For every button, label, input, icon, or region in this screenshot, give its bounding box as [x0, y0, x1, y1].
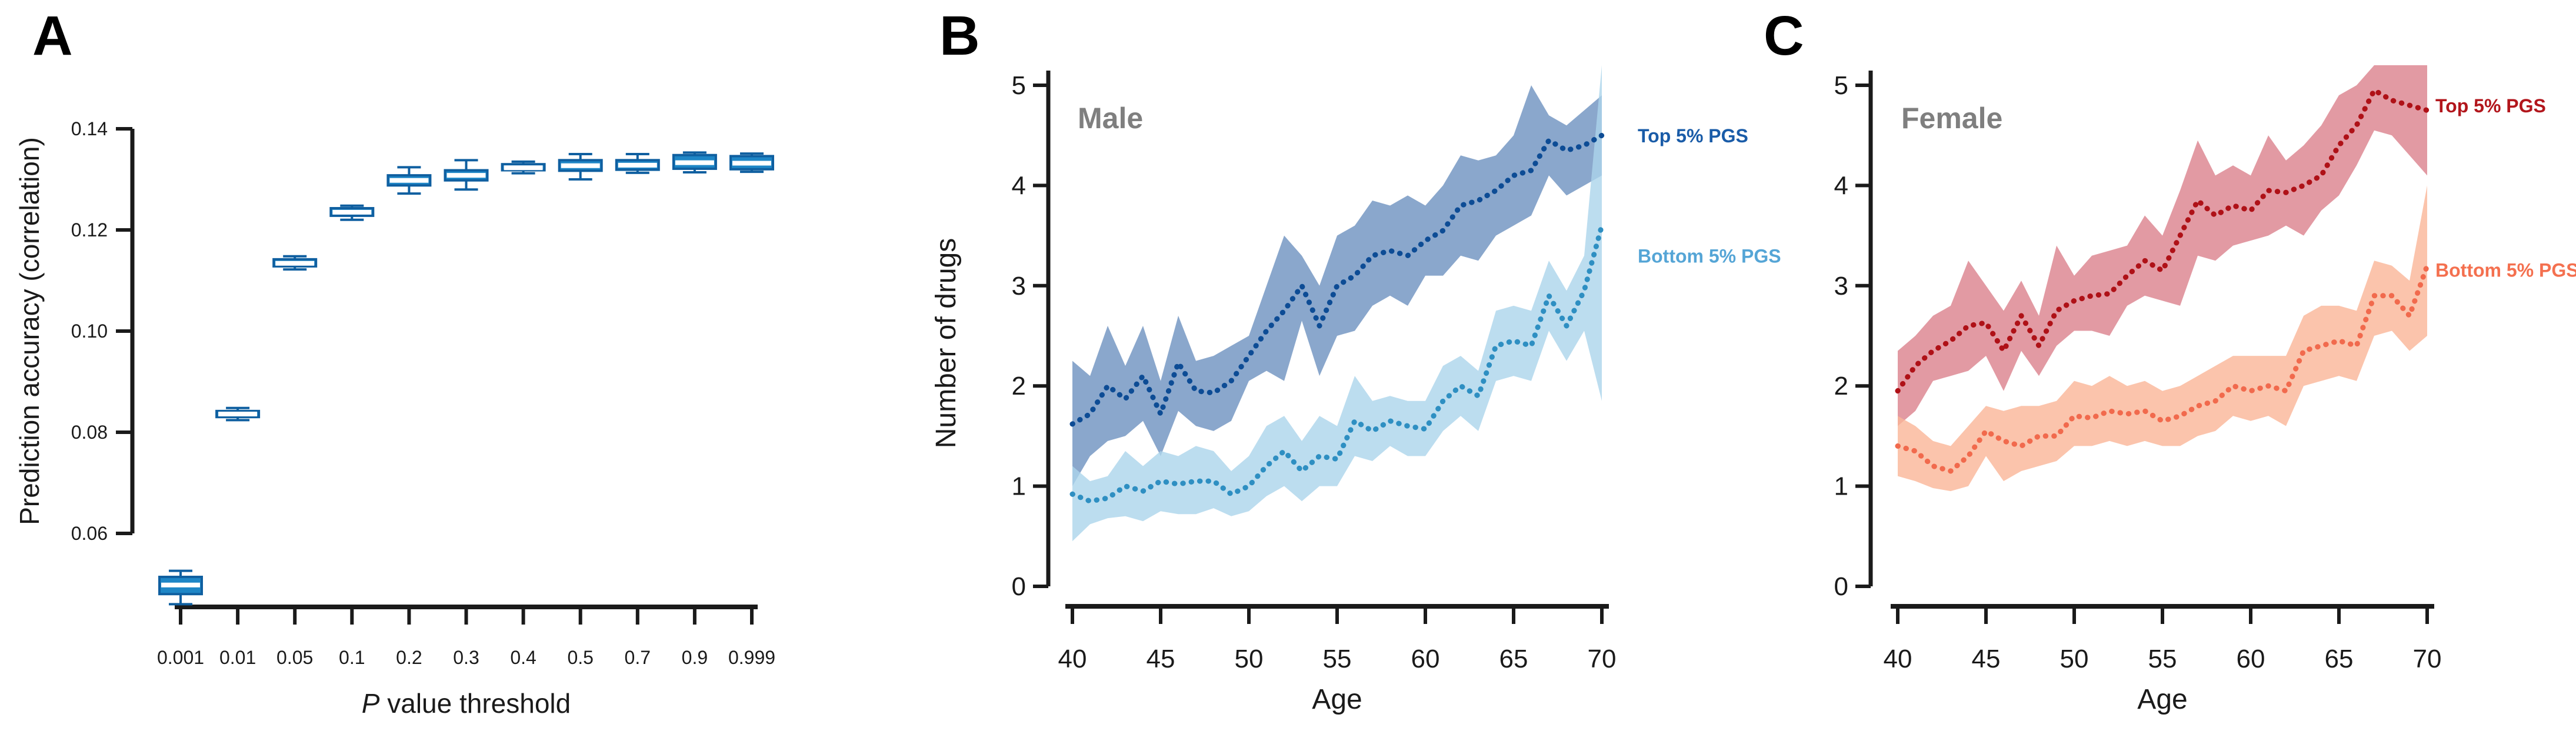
panel-c-letter: C: [1764, 5, 1804, 67]
x-tick-label: 0.4: [510, 647, 536, 668]
box-0.01: [215, 406, 261, 422]
x-tick-label: 0.2: [396, 647, 422, 668]
x-tick-label: 0.01: [219, 647, 256, 668]
y-tick-label: 3: [1012, 272, 1026, 301]
y-tick-label: 4: [1834, 171, 1848, 200]
x-tick-label: 70: [1588, 645, 1617, 673]
x-tick-label: 45: [1972, 645, 2001, 673]
y-tick-label: 0.10: [71, 321, 108, 342]
group-label: Female: [1901, 102, 2002, 135]
legend-label-top-5-pgs: Top 5% PGS: [1638, 125, 1748, 146]
x-tick-label: 0.7: [625, 647, 651, 668]
x-tick-label: 40: [1884, 645, 1912, 673]
y-tick-label: 0.06: [71, 523, 108, 544]
x-tick-label: 0.5: [567, 647, 593, 668]
x-tick-label: 0.999: [728, 647, 775, 668]
box-0.7: [615, 153, 660, 174]
mean-line-top-5-pgs: [1895, 88, 2430, 394]
y-tick-label: 0.08: [71, 422, 108, 443]
x-tick-label: 65: [2325, 645, 2354, 673]
box-0.9: [672, 151, 717, 173]
y-tick-label: 1: [1834, 472, 1848, 501]
y-tick-label: 5: [1834, 71, 1848, 100]
x-axis-title: P value threshold: [362, 688, 571, 719]
y-tick-label: 0.12: [71, 219, 108, 241]
x-tick-label: 55: [2148, 645, 2177, 673]
y-tick-label: 0.14: [71, 118, 108, 139]
box-0.4: [501, 160, 546, 175]
y-tick-label: 5: [1012, 71, 1026, 100]
y-tick-label: 2: [1012, 372, 1026, 400]
confidence-band-top-5-pgs: [1898, 65, 2427, 426]
x-tick-label: 0.1: [339, 647, 365, 668]
y-tick-label: 2: [1834, 372, 1848, 400]
x-axis-title: Age: [2137, 684, 2187, 715]
x-tick-label: 65: [1499, 645, 1528, 673]
x-tick-label: 0.001: [157, 647, 204, 668]
legend-label-bottom-5-pgs: Bottom 5% PGS: [2435, 260, 2576, 281]
x-tick-label: 60: [1411, 645, 1440, 673]
confidence-band-bottom-5-pgs: [1072, 65, 1602, 542]
box-0.1: [329, 204, 375, 221]
box-0.2: [386, 166, 432, 195]
x-tick-label: 50: [1235, 645, 1264, 673]
x-tick-label: 0.05: [276, 647, 313, 668]
box-0.5: [558, 153, 603, 181]
mean-line-bottom-5-pgs: [1069, 223, 1605, 504]
mean-line-top-5-pgs: [1069, 132, 1605, 427]
x-tick-label: 40: [1058, 645, 1087, 673]
x-tick-label: 55: [1323, 645, 1352, 673]
legend-label-bottom-5-pgs: Bottom 5% PGS: [1638, 246, 1781, 267]
box-0.999: [729, 152, 774, 173]
y-tick-label: 4: [1012, 171, 1026, 200]
x-tick-label: 70: [2413, 645, 2442, 673]
x-tick-label: 0.9: [682, 647, 708, 668]
y-axis-title: Prediction accuracy (correlation): [14, 137, 45, 525]
panel-b-letter: B: [939, 5, 980, 67]
box-0.3: [444, 159, 489, 191]
group-label: Male: [1078, 102, 1143, 135]
x-tick-label: 60: [2237, 645, 2265, 673]
legend-label-top-5-pgs: Top 5% PGS: [2435, 95, 2546, 116]
x-tick-label: 45: [1147, 645, 1175, 673]
mean-line-bottom-5-pgs: [1895, 263, 2430, 474]
y-axis-title: Number of drugs: [931, 238, 962, 449]
y-tick-label: 1: [1012, 472, 1026, 501]
x-axis-title: Age: [1312, 684, 1362, 715]
y-tick-label: 0: [1012, 572, 1026, 601]
panel-a-letter: A: [32, 5, 73, 67]
x-tick-label: 50: [2060, 645, 2089, 673]
y-tick-label: 0: [1834, 572, 1848, 601]
confidence-band-bottom-5-pgs: [1898, 185, 2427, 492]
box-0.001: [158, 569, 203, 606]
x-tick-label: 0.3: [453, 647, 479, 668]
y-tick-label: 3: [1834, 272, 1848, 301]
panel-a-boxplot: 0.06 0.08 0.10 0.12 0.14 Prediction accuracy …: [14, 118, 775, 719]
box-0.05: [272, 255, 318, 271]
